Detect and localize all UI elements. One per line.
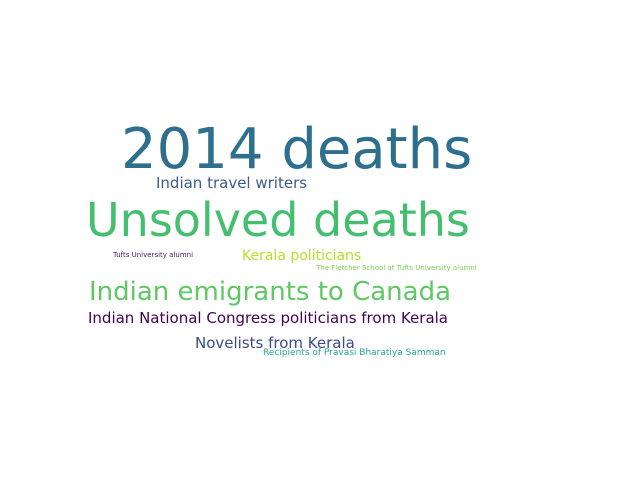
cloud-word-unsolved-deaths: Unsolved deaths (86, 193, 470, 247)
cloud-word-indian-emigrants-to-canada: Indian emigrants to Canada (89, 277, 452, 307)
cloud-word-pravasi-bharatiya-samman: Recipients of Pravasi Bharatiya Samman (263, 348, 446, 358)
cloud-word-tufts-university-alumni: Tufts University alumni (113, 251, 194, 259)
cloud-word-indian-travel-writers: Indian travel writers (156, 174, 308, 192)
cloud-word-novelists-from-kerala: Novelists from Kerala (195, 334, 355, 352)
cloud-word-fletcher-school-alumni: The Fletcher School at Tufts University … (316, 264, 477, 272)
cloud-word-kerala-politicians: Kerala politicians (242, 248, 362, 264)
cloud-word-2014-deaths: 2014 deaths (121, 117, 473, 182)
cloud-word-inc-politicians-from-kerala: Indian National Congress politicians fro… (88, 309, 448, 327)
